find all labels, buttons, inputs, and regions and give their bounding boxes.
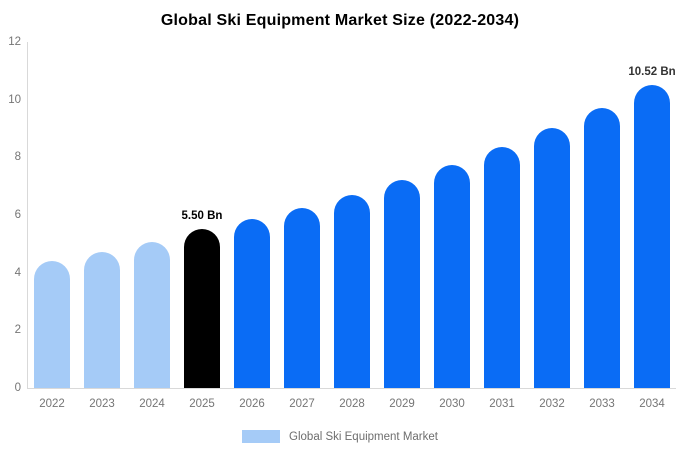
legend-label: Global Ski Equipment Market [289,430,438,443]
bar-2029 [384,179,420,388]
y-tick-label: 2 [14,324,21,337]
x-tick-label: 2031 [489,398,515,410]
bar-2034 [634,84,670,388]
x-tick-label: 2022 [39,398,65,410]
y-tick-label: 6 [14,209,21,221]
x-tick-label: 2028 [339,398,365,410]
x-tick-label: 2027 [289,398,315,410]
x-axis-line [27,388,676,389]
y-tick-label: 10 [8,93,21,106]
x-tick-label: 2026 [239,398,265,410]
y-axis-line [27,42,28,388]
chart-title: Global Ski Equipment Market Size (2022-2… [160,12,520,29]
y-tick-label: 12 [8,36,21,48]
bar-2032 [534,127,570,388]
x-tick-label: 2030 [439,398,465,410]
legend-swatch [242,430,281,443]
bar-2033 [584,108,620,388]
y-tick-label: 0 [14,382,21,394]
bar-2024 [134,242,170,388]
legend-item[interactable]: Global Ski Equipment Market [0,430,680,443]
x-tick-label: 2033 [589,398,615,410]
x-tick-label: 2034 [639,398,665,410]
bar-2027 [284,208,320,388]
x-tick-label: 2029 [389,398,415,410]
value-label-2034: 10.52 Bn [628,65,676,78]
x-tick-label: 2032 [539,398,565,410]
x-tick-label: 2024 [139,398,165,410]
bar-2023 [84,251,120,388]
bar-2025 [184,229,220,388]
bar-2031 [484,146,520,388]
bar-2030 [434,164,470,388]
bar-2022 [34,260,70,388]
bar-2026 [234,219,270,388]
x-tick-label: 2025 [189,398,215,410]
value-label-2025: 5.50 Bn [181,210,223,223]
x-tick-label: 2023 [89,398,115,410]
bar-2028 [334,194,370,388]
y-tick-label: 4 [14,266,21,279]
y-tick-label: 8 [14,151,21,164]
